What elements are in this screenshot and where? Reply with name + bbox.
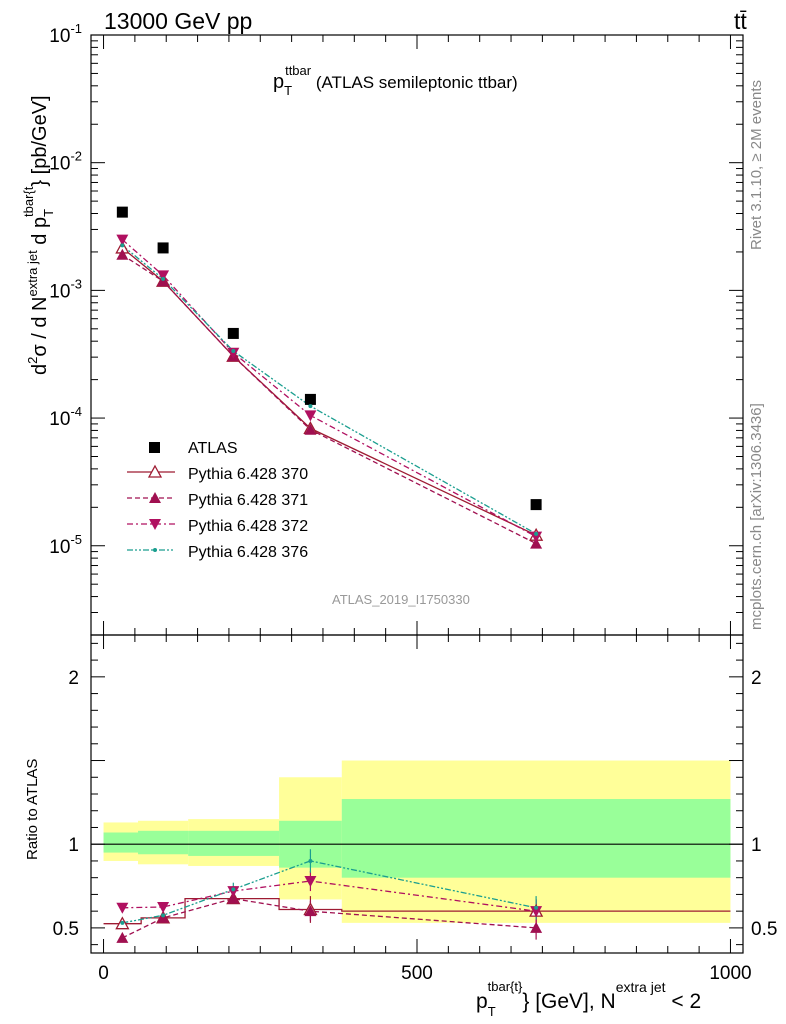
point-data — [116, 206, 128, 218]
y-tick-label: 10-2 — [49, 149, 82, 175]
main-y-ticks: 10-1 10-2 10-3 10-4 10-5 — [49, 21, 743, 636]
ratio-y-tick-label-right: 2 — [751, 668, 762, 689]
legend: ATLAS Pythia 6.428 370 Pythia 6.428 371 … — [127, 440, 308, 561]
ratio-point-p372 — [157, 901, 170, 913]
line-p370 — [121, 247, 537, 536]
ratio-point-p371 — [304, 905, 317, 917]
ratio-point-p376 — [231, 887, 236, 892]
point-data — [304, 393, 316, 405]
line-p371 — [121, 254, 537, 545]
legend-372-label: Pythia 6.428 372 — [188, 518, 308, 535]
ratio-point-p371 — [227, 892, 240, 904]
legend-376-label: Pythia 6.428 376 — [188, 544, 308, 561]
ratio-series-markers — [115, 858, 544, 943]
y-tick-label: 10-1 — [49, 21, 82, 47]
legend-370-label: Pythia 6.428 370 — [188, 466, 308, 483]
legend-entry-atlas: ATLAS — [149, 440, 238, 457]
x-tick-label: 500 — [401, 963, 433, 984]
ratio-point-p376 — [534, 905, 539, 910]
ratio-point-p376 — [161, 913, 166, 918]
point-p372 — [116, 234, 129, 246]
line-p372 — [121, 239, 537, 538]
x-axis-label: pTtbar{t}} [GeV], Nextra jet < 2 — [476, 979, 701, 1019]
legend-entry-371: Pythia 6.428 371 — [127, 492, 308, 509]
main-x-ticks — [103, 35, 731, 635]
ratio-y-axis-label: Ratio to ATLAS — [24, 759, 41, 860]
band-inner — [138, 830, 189, 855]
ratio-x-ticks: 0 500 1000 — [98, 635, 752, 984]
ratio-y-tick-label-right: 0.5 — [751, 919, 777, 940]
point-p376 — [308, 404, 313, 409]
ratio-y-tick-label-left: 0.5 — [53, 919, 79, 940]
point-p372 — [227, 347, 240, 359]
main-y-axis-label: d2σ / d Nextra jet d pTtbar{t} [pb/GeV] — [21, 95, 56, 375]
legend-371-marker — [149, 492, 161, 503]
ratio-panel: 0.5 0.5 1 1 2 2 0 500 1000 Ratio to ATLAS pTtba… — [24, 634, 777, 1019]
ratio-point-p372 — [530, 906, 543, 918]
ratio-point-p371 — [116, 931, 129, 943]
point-data — [227, 327, 239, 339]
main-series-lines — [121, 239, 537, 545]
ratio-point-p371 — [157, 911, 170, 923]
point-p376 — [534, 531, 539, 536]
main-series-markers — [115, 206, 544, 549]
point-p371 — [530, 537, 543, 549]
point-p372 — [304, 410, 317, 422]
ratio-y-tick-label-left: 1 — [68, 835, 79, 856]
ratio-y-ticks: 0.5 0.5 1 1 2 2 — [53, 642, 777, 946]
point-p376 — [120, 243, 125, 248]
header-energy: 13000 GeV pp — [104, 8, 252, 34]
legend-entry-372: Pythia 6.428 372 — [127, 518, 308, 535]
chart-title: pTttbar (ATLAS semileptonic ttbar) — [273, 63, 518, 98]
ratio-point-p372 — [304, 876, 317, 888]
point-p371 — [116, 248, 129, 260]
band-inner — [341, 799, 731, 878]
ratio-y-tick-label-left: 2 — [68, 668, 79, 689]
legend-atlas-marker — [149, 442, 160, 453]
analysis-id: ATLAS_2019_I1750330 — [332, 592, 470, 607]
rivet-version-label: Rivet 3.1.10, ≥ 2M events — [748, 80, 765, 250]
ratio-point-p376 — [120, 920, 125, 925]
y-tick-label: 10-5 — [49, 532, 82, 558]
x-tick-label: 1000 — [709, 963, 751, 984]
point-data — [530, 499, 542, 511]
y-tick-label: 10-4 — [49, 404, 82, 430]
point-p376 — [231, 349, 236, 354]
ratio-point-p372 — [116, 902, 129, 914]
legend-entry-376: Pythia 6.428 376 — [127, 544, 308, 561]
x-tick-label: 0 — [98, 963, 109, 984]
point-data — [157, 242, 169, 254]
line-p376 — [121, 244, 537, 535]
ratio-point-p372 — [227, 886, 240, 898]
ratio-point-p376 — [308, 858, 313, 863]
band-inner — [103, 832, 139, 853]
mcplots-label: mcplots.cern.ch [arXiv:1306.3436] — [748, 403, 765, 630]
point-p371 — [304, 423, 317, 435]
legend-376-marker — [153, 548, 157, 552]
ratio-point-p371 — [530, 921, 543, 933]
header-process: tt̄ — [734, 8, 747, 34]
main-panel: 10-1 10-2 10-3 10-4 10-5 pTttbar (ATLAS semi… — [21, 21, 744, 636]
legend-371-label: Pythia 6.428 371 — [188, 492, 308, 509]
legend-atlas-label: ATLAS — [188, 440, 238, 457]
point-p372 — [530, 531, 543, 543]
legend-entry-370: Pythia 6.428 370 — [127, 464, 308, 483]
point-p376 — [161, 276, 166, 281]
legend-370-marker — [147, 464, 163, 478]
band-inner — [188, 830, 280, 856]
legend-372-marker — [149, 519, 161, 530]
ratio-y-tick-label-right: 1 — [751, 835, 762, 856]
y-tick-label: 10-3 — [49, 276, 82, 302]
point-p372 — [157, 270, 170, 282]
